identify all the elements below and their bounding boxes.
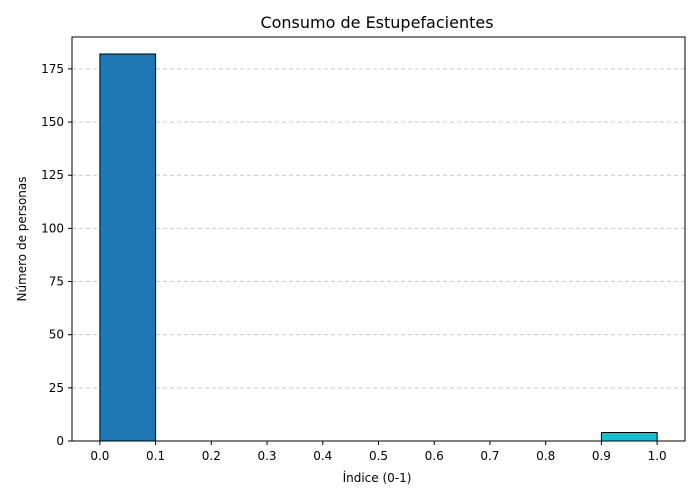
- grid-lines: [72, 68, 685, 389]
- y-tick-label-2: 50: [49, 328, 64, 342]
- x-tick-label-10: 1.0: [648, 449, 667, 463]
- y-tick-label-6: 150: [41, 115, 64, 129]
- bar-9: [600, 431, 658, 442]
- x-tick-label-2: 0.2: [202, 449, 221, 463]
- x-tick-label-0: 0.0: [90, 449, 109, 463]
- y-axis-ticks: 0 25 50 75 100 125 150 175: [41, 62, 72, 448]
- y-tick-label-0: 0: [56, 434, 64, 448]
- x-tick-label-3: 0.3: [257, 449, 276, 463]
- x-tick-label-1: 0.1: [146, 449, 165, 463]
- x-axis-ticks: 0.0 0.1 0.2 0.3 0.4 0.5 0.6 0.7 0.8 0.9 1.0: [90, 441, 667, 463]
- y-tick-label-3: 75: [49, 275, 64, 289]
- chart-title: Consumo de Estupefacientes: [260, 13, 493, 32]
- y-tick-label-5: 125: [41, 168, 64, 182]
- bars: [99, 53, 658, 442]
- bar-0: [99, 53, 157, 442]
- y-tick-label-4: 100: [41, 221, 64, 235]
- x-tick-label-4: 0.4: [313, 449, 332, 463]
- x-tick-label-9: 0.9: [592, 449, 611, 463]
- x-tick-label-5: 0.5: [369, 449, 388, 463]
- x-tick-label-7: 0.7: [480, 449, 499, 463]
- y-axis-label: Número de personas: [15, 176, 29, 301]
- y-tick-label-7: 175: [41, 62, 64, 76]
- x-tick-label-6: 0.6: [425, 449, 444, 463]
- y-tick-label-1: 25: [49, 381, 64, 395]
- x-tick-label-8: 0.8: [536, 449, 555, 463]
- plot-frame: [71, 36, 686, 442]
- x-axis-label: Índice (0-1): [343, 470, 412, 485]
